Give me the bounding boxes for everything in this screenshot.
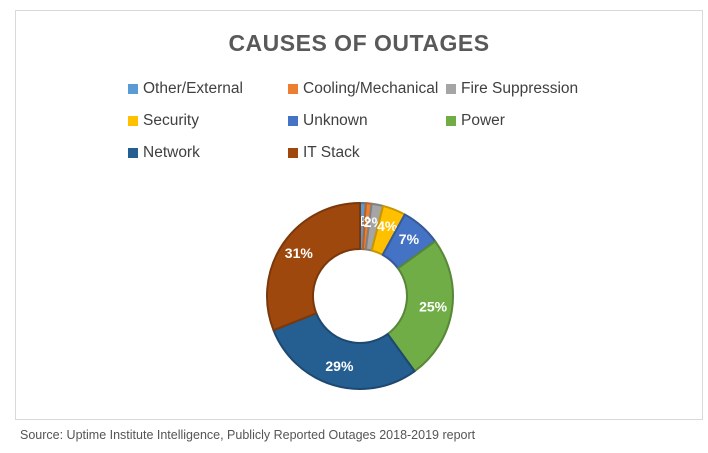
- legend-item-power: Power: [446, 111, 505, 131]
- legend-label: Power: [461, 112, 505, 129]
- source-note: Source: Uptime Institute Intelligence, P…: [20, 428, 476, 442]
- legend-item-fire-suppression: Fire Suppression: [446, 79, 578, 99]
- legend-item-unknown: Unknown: [288, 111, 368, 131]
- data-label: 25%: [419, 298, 448, 314]
- legend-swatch: [446, 84, 456, 94]
- legend-label: Unknown: [303, 112, 368, 129]
- legend-swatch: [128, 116, 138, 126]
- chart-frame: CAUSES OF OUTAGES Other/External Cooling…: [15, 10, 703, 420]
- legend-label: Other/External: [143, 80, 243, 97]
- legend-swatch: [288, 116, 298, 126]
- legend-swatch: [128, 148, 138, 158]
- legend-label: Network: [143, 144, 200, 161]
- legend-swatch: [288, 148, 298, 158]
- legend-label: IT Stack: [303, 144, 360, 161]
- donut-chart: 1%1%2%4%7%25%29%31%: [266, 202, 454, 390]
- legend-label: Security: [143, 112, 199, 129]
- data-label: 4%: [377, 218, 398, 234]
- data-label: 7%: [399, 231, 420, 247]
- legend-swatch: [446, 116, 456, 126]
- chart-legend: Other/External Cooling/Mechanical Fire S…: [128, 79, 588, 179]
- legend-item-security: Security: [128, 111, 199, 131]
- legend-label: Cooling/Mechanical: [303, 80, 439, 97]
- legend-item-cooling-mechanical: Cooling/Mechanical: [288, 79, 438, 99]
- legend-item-other-external: Other/External: [128, 79, 243, 99]
- data-label: 31%: [285, 245, 314, 261]
- legend-swatch: [128, 84, 138, 94]
- donut-slice-it-stack: [266, 202, 361, 332]
- legend-label: Fire Suppression: [461, 80, 579, 97]
- donut-slice-network: [272, 312, 416, 390]
- donut-slice-power: [386, 240, 454, 373]
- chart-title: CAUSES OF OUTAGES: [228, 30, 490, 56]
- legend-item-it-stack: IT Stack: [288, 143, 360, 163]
- data-label: 29%: [325, 358, 354, 374]
- legend-swatch: [288, 84, 298, 94]
- legend-item-network: Network: [128, 143, 200, 163]
